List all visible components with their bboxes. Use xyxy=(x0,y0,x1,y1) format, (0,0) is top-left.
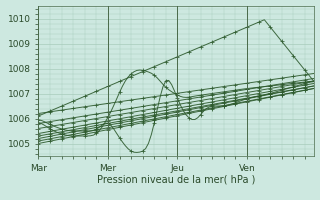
X-axis label: Pression niveau de la mer( hPa ): Pression niveau de la mer( hPa ) xyxy=(97,174,255,184)
